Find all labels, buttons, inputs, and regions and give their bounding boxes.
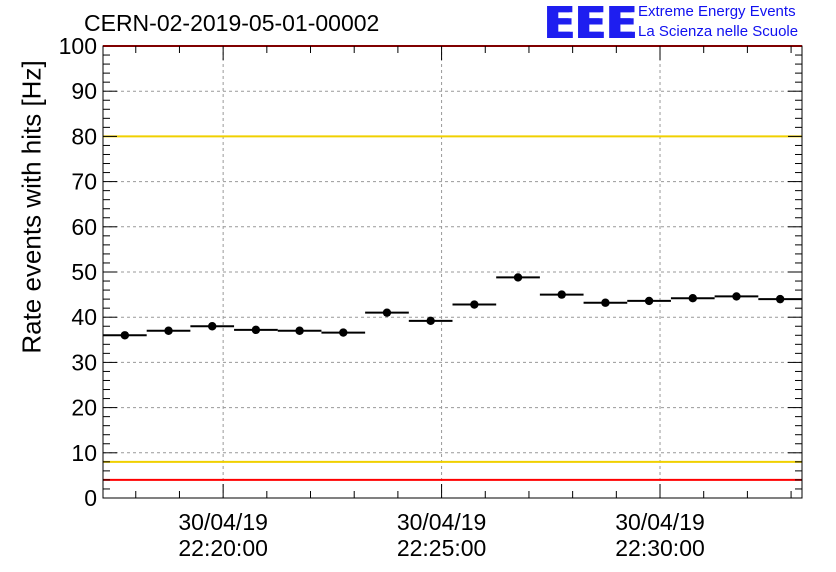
- y-tick-label: 70: [71, 169, 97, 195]
- x-tick-time-label: 22:30:00: [615, 535, 705, 561]
- y-tick-label: 30: [71, 349, 97, 375]
- x-tick-date-label: 30/04/19: [178, 509, 268, 535]
- tick-labels: 010203040506070809010030/04/1922:20:0030…: [59, 33, 705, 561]
- data-point: [601, 298, 610, 307]
- axis-ticks: [103, 45, 802, 499]
- logo-caption-line2: La Scienza nelle Scuole: [638, 23, 799, 40]
- x-tick-time-label: 22:20:00: [178, 535, 268, 561]
- data-point: [382, 308, 392, 317]
- data-point: [120, 331, 130, 340]
- data-point: [164, 326, 173, 335]
- chart-title: CERN-02-2019-05-01-00002: [84, 10, 380, 36]
- data-point: [339, 328, 348, 337]
- data-point: [557, 290, 566, 299]
- data-point: [426, 316, 435, 326]
- y-tick-label: 90: [71, 78, 97, 104]
- data-point: [208, 322, 217, 331]
- y-tick-label: 50: [71, 259, 97, 285]
- data-point: [470, 300, 479, 309]
- y-tick-label: 20: [71, 395, 97, 421]
- logo-caption-line1: Extreme Energy Events: [638, 3, 796, 20]
- y-tick-label: 60: [71, 214, 97, 240]
- reference-lines: [103, 45, 802, 481]
- data-point: [732, 292, 741, 301]
- x-tick-date-label: 30/04/19: [615, 509, 705, 535]
- y-axis-label: Rate events with hits [Hz]: [16, 60, 47, 354]
- data-point: [688, 294, 697, 303]
- y-tick-label: 80: [71, 123, 97, 149]
- data-point: [644, 296, 654, 306]
- y-tick-label: 100: [59, 33, 97, 59]
- data-point: [775, 294, 785, 304]
- data-point: [295, 326, 304, 335]
- plot-frame: [102, 45, 803, 499]
- x-tick-time-label: 22:25:00: [397, 535, 487, 561]
- data-point: [513, 273, 523, 282]
- y-tick-label: 0: [84, 485, 97, 511]
- x-tick-date-label: 30/04/19: [397, 509, 487, 535]
- data-point: [251, 325, 261, 335]
- grid-lines: [103, 46, 802, 498]
- y-tick-label: 40: [71, 304, 97, 330]
- eee-logo: EEE: [543, 0, 637, 49]
- data-points: [103, 273, 802, 340]
- y-tick-label: 10: [71, 440, 97, 466]
